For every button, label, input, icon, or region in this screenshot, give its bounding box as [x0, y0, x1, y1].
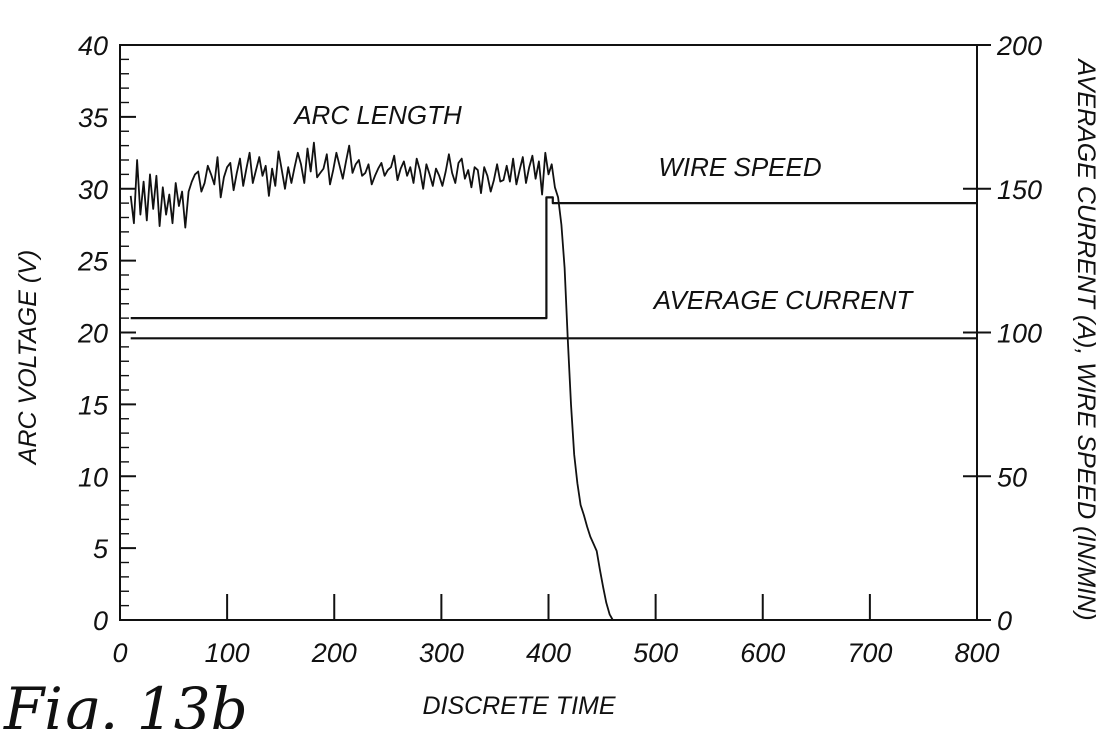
y-left-tick-label: 15: [78, 390, 109, 420]
y-axis-title-right: AVERAGE CURRENT (A), WIRE SPEED (IN/MIN): [1072, 57, 1100, 620]
axis-ticks: [120, 44, 991, 621]
plot-frame: [119, 44, 978, 621]
plot-border: [119, 44, 978, 621]
y-left-tick-label: 40: [78, 31, 108, 61]
x-tick-label: 0: [112, 638, 127, 668]
axis-tick-labels: 0 100 200 300 400 500 600 700 800051015202530354…: [77, 31, 1042, 668]
y-left-tick-label: 5: [93, 534, 109, 564]
x-tick-label: 700: [847, 638, 892, 668]
x-tick-label: 800: [954, 638, 999, 668]
y-right-tick-label: 50: [997, 462, 1027, 492]
y-left-tick-label: 35: [78, 103, 109, 133]
y-left-tick-label: 25: [77, 247, 109, 277]
y-left-tick-label: 10: [78, 462, 108, 492]
y-right-tick-label: 200: [996, 31, 1042, 61]
y-left-tick-label: 30: [78, 175, 108, 205]
y-left-tick-label: 0: [93, 606, 108, 636]
x-axis-title: DISCRETE TIME: [422, 692, 615, 720]
figure-label: Fig. 13b: [3, 675, 248, 729]
annotation-arc-length: ARC LENGTH: [292, 100, 462, 130]
x-tick-label: 100: [205, 638, 250, 668]
y-left-tick-label: 20: [77, 319, 108, 349]
y-right-tick-label: 150: [997, 175, 1042, 205]
x-tick-label: 500: [633, 638, 678, 668]
y-right-tick-label: 0: [997, 606, 1012, 636]
series-line-wire-speed: [130, 196, 977, 320]
series-line-arc-length: [129, 141, 614, 621]
series-lines: [129, 141, 977, 621]
x-tick-label: 600: [740, 638, 785, 668]
y-axis-title-left: ARC VOLTAGE (V): [14, 250, 42, 466]
x-tick-label: 200: [311, 638, 357, 668]
annotation-average-current: AVERAGE CURRENT: [652, 285, 915, 315]
annotations: ARC LENGTH WIRE SPEED AVERAGE CURRENT: [292, 100, 914, 315]
annotation-wire-speed: WIRE SPEED: [658, 152, 821, 182]
x-tick-label: 400: [526, 638, 571, 668]
y-right-tick-label: 100: [997, 319, 1042, 349]
x-tick-label: 300: [419, 638, 464, 668]
